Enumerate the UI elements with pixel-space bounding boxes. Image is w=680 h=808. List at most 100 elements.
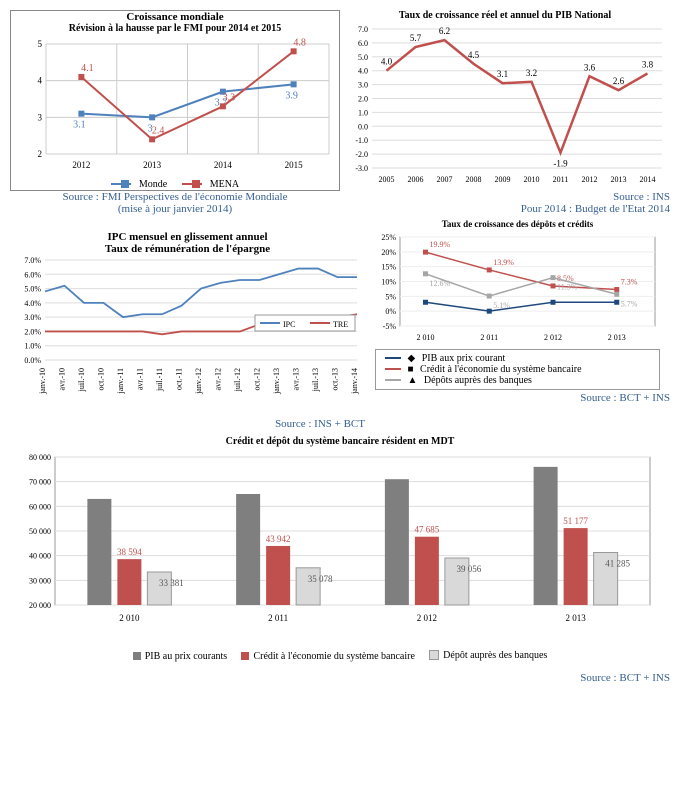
svg-text:50 000: 50 000 xyxy=(29,527,51,536)
svg-text:2012: 2012 xyxy=(582,175,598,184)
svg-text:3.3: 3.3 xyxy=(223,92,236,103)
svg-text:11.3%: 11.3% xyxy=(557,282,578,291)
svg-text:oct.-12: oct.-12 xyxy=(253,368,262,390)
svg-text:janv.-13: janv.-13 xyxy=(272,368,281,395)
svg-text:12.6%: 12.6% xyxy=(430,278,451,287)
svg-text:2.0: 2.0 xyxy=(358,95,368,104)
svg-text:15%: 15% xyxy=(381,262,396,271)
svg-text:juil.-12: juil.-12 xyxy=(233,368,242,392)
chart2-source2: Pour 2014 : Budget de l'Etat 2014 xyxy=(340,203,670,215)
chart4-plot: -5%0%5%10%15%20%25%2 0102 0112 0122 0131… xyxy=(365,229,665,344)
svg-text:2 012: 2 012 xyxy=(417,613,437,623)
chart4-title: Taux de croissance des dépôts et crédits xyxy=(365,219,670,229)
svg-text:30 000: 30 000 xyxy=(29,576,51,585)
svg-text:7.0%: 7.0% xyxy=(24,256,41,265)
svg-text:janv.-14: janv.-14 xyxy=(350,368,359,395)
svg-text:3.8: 3.8 xyxy=(642,59,654,69)
svg-text:47 685: 47 685 xyxy=(415,524,440,534)
svg-text:6.2: 6.2 xyxy=(439,26,450,36)
svg-text:5.0%: 5.0% xyxy=(24,284,41,293)
svg-text:4.0: 4.0 xyxy=(381,57,393,67)
chart1-title: Croissance mondiale xyxy=(11,11,339,23)
svg-text:4.1: 4.1 xyxy=(81,63,94,74)
svg-text:4.0%: 4.0% xyxy=(24,298,41,307)
chart5-source: Source : BCT + INS xyxy=(10,672,670,684)
svg-text:6.0: 6.0 xyxy=(358,39,368,48)
svg-text:janv.-10: janv.-10 xyxy=(38,368,47,395)
svg-text:43 942: 43 942 xyxy=(266,533,291,543)
svg-text:5: 5 xyxy=(38,39,43,49)
chart3-source: Source : INS + BCT xyxy=(10,418,365,430)
svg-text:5.0: 5.0 xyxy=(358,53,368,62)
chart5-plot: 20 00030 00040 00050 00060 00070 00080 0… xyxy=(10,447,660,627)
svg-text:-1.0: -1.0 xyxy=(355,136,368,145)
svg-text:-3.0: -3.0 xyxy=(355,164,368,173)
svg-text:-1.9: -1.9 xyxy=(553,159,568,169)
svg-text:5.1%: 5.1% xyxy=(493,301,510,310)
svg-text:35 078: 35 078 xyxy=(308,573,333,583)
svg-text:20 000: 20 000 xyxy=(29,601,51,610)
svg-text:0.0: 0.0 xyxy=(358,122,368,131)
svg-text:80 000: 80 000 xyxy=(29,453,51,462)
svg-text:2 010: 2 010 xyxy=(417,333,435,342)
svg-text:2 013: 2 013 xyxy=(566,613,587,623)
svg-text:avr.-13: avr.-13 xyxy=(292,368,301,390)
chart3-subtitle: Taux de rémunération de l'épargne xyxy=(10,243,365,255)
svg-text:1.0: 1.0 xyxy=(358,108,368,117)
chart4-legend: ◆ PIB aux prix courant ■ Crédit à l'écon… xyxy=(375,349,660,390)
svg-text:2005: 2005 xyxy=(379,175,395,184)
svg-text:3.0%: 3.0% xyxy=(24,313,41,322)
svg-text:juil.-13: juil.-13 xyxy=(311,368,320,392)
svg-text:2012: 2012 xyxy=(72,160,90,170)
svg-text:2 011: 2 011 xyxy=(268,613,288,623)
svg-text:TRE: TRE xyxy=(333,320,348,329)
svg-text:2 012: 2 012 xyxy=(544,333,562,342)
svg-text:4: 4 xyxy=(38,76,43,86)
svg-text:4.8: 4.8 xyxy=(293,37,306,48)
svg-text:10%: 10% xyxy=(381,277,396,286)
svg-text:2008: 2008 xyxy=(466,175,482,184)
svg-text:2013: 2013 xyxy=(143,160,162,170)
svg-text:4.5: 4.5 xyxy=(468,50,480,60)
svg-text:5.7: 5.7 xyxy=(410,33,422,43)
svg-text:2010: 2010 xyxy=(524,175,540,184)
svg-text:2 011: 2 011 xyxy=(480,333,498,342)
chart3-title: IPC mensuel en glissement annuel xyxy=(10,231,365,243)
svg-text:oct.-10: oct.-10 xyxy=(97,368,106,390)
svg-text:7.0: 7.0 xyxy=(358,25,368,34)
svg-text:0.0%: 0.0% xyxy=(24,356,41,365)
svg-text:3.6: 3.6 xyxy=(584,62,596,72)
svg-text:19.9%: 19.9% xyxy=(430,240,451,249)
svg-text:2014: 2014 xyxy=(214,160,233,170)
svg-text:39 056: 39 056 xyxy=(457,563,482,573)
chart4-source: Source : BCT + INS xyxy=(365,392,670,404)
svg-text:3.0: 3.0 xyxy=(358,81,368,90)
svg-text:-5%: -5% xyxy=(383,322,397,331)
svg-text:2.6: 2.6 xyxy=(613,76,625,86)
svg-text:avr.-12: avr.-12 xyxy=(214,368,223,390)
svg-text:juil.-10: juil.-10 xyxy=(77,368,86,392)
chart1-legend: Monde MENA xyxy=(11,177,339,190)
svg-text:oct.-11: oct.-11 xyxy=(175,368,184,390)
chart2-title: Taux de croissance réel et annuel du PIB… xyxy=(340,10,670,21)
svg-text:3.9: 3.9 xyxy=(285,90,298,101)
svg-text:25%: 25% xyxy=(381,233,396,242)
svg-text:4.0: 4.0 xyxy=(358,67,368,76)
svg-text:2.4: 2.4 xyxy=(152,125,165,136)
svg-text:janv.-11: janv.-11 xyxy=(116,368,125,395)
svg-text:2: 2 xyxy=(38,149,43,159)
svg-text:IPC: IPC xyxy=(283,320,295,329)
chart5-legend: PIB au prix courants Crédit à l'économie… xyxy=(10,650,670,663)
svg-text:2009: 2009 xyxy=(495,175,511,184)
svg-text:60 000: 60 000 xyxy=(29,502,51,511)
svg-text:20%: 20% xyxy=(381,247,396,256)
svg-text:5%: 5% xyxy=(385,292,396,301)
svg-text:3.1: 3.1 xyxy=(73,120,86,131)
svg-text:-2.0: -2.0 xyxy=(355,150,368,159)
chart1-source2: (mise à jour janvier 2014) xyxy=(10,203,340,215)
svg-text:41 285: 41 285 xyxy=(605,558,630,568)
svg-text:3.2: 3.2 xyxy=(526,68,537,78)
svg-text:3.1: 3.1 xyxy=(497,69,508,79)
svg-text:38 594: 38 594 xyxy=(117,547,142,557)
chart2-plot: -3.0 -2.0 -1.0 0.0 1.0 2.0 3.0 4.0 5.0 6.0 7.0 2005… xyxy=(340,21,670,186)
